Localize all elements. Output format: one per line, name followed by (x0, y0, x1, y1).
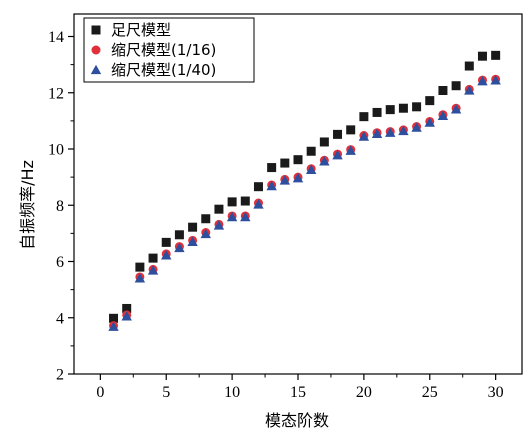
data-point (200, 228, 211, 239)
data-point (279, 175, 291, 185)
x-tick-label: 0 (96, 384, 104, 401)
data-point (412, 102, 422, 112)
data-point (398, 125, 409, 136)
data-point (174, 230, 184, 240)
data-point (319, 156, 330, 166)
data-point (371, 128, 383, 138)
y-tick-label: 2 (56, 367, 64, 384)
y-tick-label: 12 (48, 85, 64, 102)
series-2 (109, 74, 501, 331)
data-point (306, 146, 316, 156)
data-point (477, 51, 487, 61)
data-point (332, 149, 343, 160)
y-tick-label: 10 (48, 142, 64, 159)
data-marks (108, 50, 501, 331)
data-point (464, 85, 475, 95)
data-point (253, 199, 264, 209)
data-point (333, 129, 343, 139)
data-point (411, 122, 422, 132)
data-point (451, 81, 461, 91)
data-point (385, 105, 395, 115)
data-point (280, 158, 290, 168)
data-point (385, 127, 396, 137)
legend-marker (91, 45, 101, 55)
data-point (240, 211, 251, 222)
x-axis-title: 模态阶数 (265, 411, 329, 430)
data-point (109, 313, 119, 323)
data-point (147, 265, 159, 275)
data-point (372, 107, 382, 117)
data-point (122, 303, 132, 313)
legend-label: 足尺模型 (111, 21, 171, 39)
legend-label: 缩尺模型(1/40) (111, 61, 216, 79)
legend-marker (91, 25, 101, 35)
x-tick-label: 25 (422, 384, 438, 401)
data-point (292, 173, 304, 183)
data-point (464, 61, 474, 71)
data-point (267, 163, 277, 173)
data-point (358, 131, 370, 141)
data-point (345, 145, 356, 155)
legend-marker (90, 64, 102, 75)
data-point (437, 110, 449, 120)
x-tick-label: 5 (162, 384, 170, 401)
series-3 (108, 75, 501, 331)
data-point (450, 104, 462, 114)
data-point (161, 237, 171, 247)
data-point (213, 220, 225, 230)
data-point (148, 253, 158, 263)
x-tick-label: 15 (290, 384, 306, 401)
data-point (161, 250, 172, 260)
data-point (491, 50, 501, 60)
y-axis-title: 自振频率/Hz (18, 160, 37, 250)
data-point (424, 117, 435, 127)
x-tick-label: 10 (224, 384, 240, 401)
data-point (359, 112, 369, 122)
data-point (188, 222, 198, 232)
data-point (253, 182, 263, 192)
data-point (266, 180, 277, 191)
data-point (319, 137, 329, 147)
data-point (425, 96, 435, 106)
y-tick-label: 14 (48, 29, 64, 46)
data-point (398, 103, 408, 113)
data-point (187, 236, 198, 246)
legend-label: 缩尺模型(1/16) (111, 41, 216, 59)
data-point (346, 125, 356, 135)
data-point (214, 204, 224, 214)
data-point (438, 86, 448, 95)
data-point (135, 262, 145, 272)
y-tick-label: 4 (56, 310, 64, 327)
x-tick-label: 20 (356, 384, 372, 401)
axes: 0 5 10 15 20 25 30 2 4 6 8 10 12 14 (48, 13, 523, 401)
data-point (305, 164, 317, 174)
data-point (293, 155, 303, 165)
data-point (174, 242, 185, 253)
data-point (108, 321, 119, 331)
legend-box (83, 17, 255, 83)
y-tick-label: 6 (56, 254, 64, 271)
data-point (226, 211, 238, 222)
data-point (134, 273, 146, 283)
data-point (201, 214, 211, 224)
data-point (477, 76, 488, 86)
data-point (490, 75, 501, 85)
data-point (227, 197, 237, 207)
data-point (240, 196, 250, 206)
data-point (121, 311, 132, 321)
series-1 (109, 50, 501, 323)
y-tick-label: 8 (56, 198, 64, 215)
x-tick-label: 30 (488, 384, 504, 401)
